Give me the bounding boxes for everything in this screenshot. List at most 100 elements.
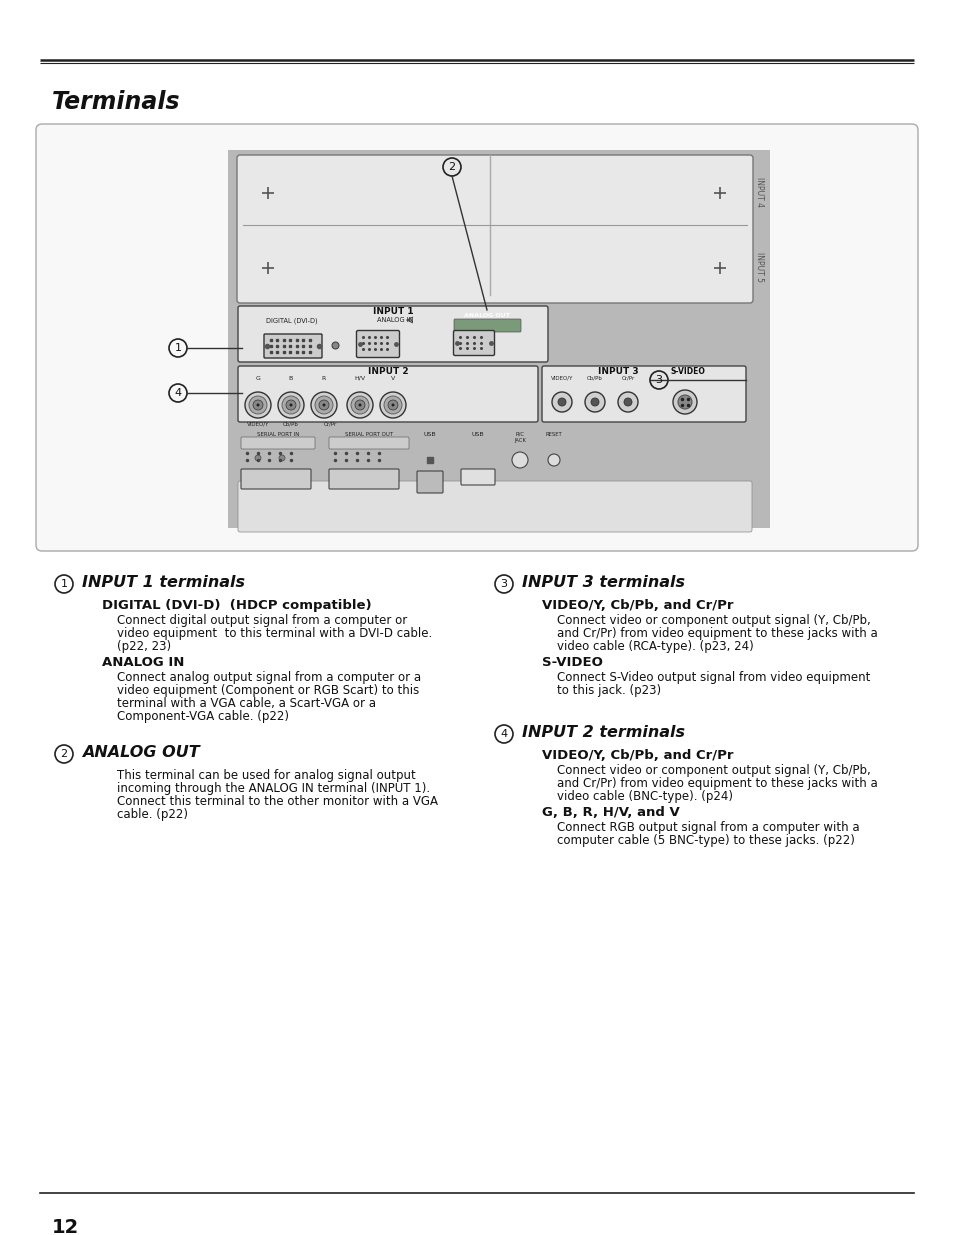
Text: SERIAL PORT IN: SERIAL PORT IN <box>256 432 299 437</box>
Text: 12: 12 <box>52 1218 79 1235</box>
FancyBboxPatch shape <box>236 156 752 303</box>
Text: G: G <box>255 375 260 382</box>
Text: video cable (RCA-type). (p23, 24): video cable (RCA-type). (p23, 24) <box>557 640 753 653</box>
Text: 2: 2 <box>448 162 456 172</box>
Circle shape <box>512 452 527 468</box>
Text: to this jack. (p23): to this jack. (p23) <box>557 684 660 697</box>
Text: ANALOG OUT: ANALOG OUT <box>82 745 199 760</box>
Text: INPUT 3 terminals: INPUT 3 terminals <box>521 576 684 590</box>
Circle shape <box>384 396 401 414</box>
Text: 4: 4 <box>500 729 507 739</box>
Circle shape <box>249 396 267 414</box>
Text: INPUT 1 terminals: INPUT 1 terminals <box>82 576 245 590</box>
Text: Connect S-Video output signal from video equipment: Connect S-Video output signal from video… <box>557 671 869 684</box>
FancyBboxPatch shape <box>237 480 751 532</box>
FancyBboxPatch shape <box>329 437 409 450</box>
Text: Terminals: Terminals <box>52 90 180 114</box>
Text: VIDEO/Y, Cb/Pb, and Cr/Pr: VIDEO/Y, Cb/Pb, and Cr/Pr <box>541 599 733 613</box>
Text: Cb/Pb: Cb/Pb <box>586 375 602 382</box>
Text: VIDEO/Y, Cb/Pb, and Cr/Pr: VIDEO/Y, Cb/Pb, and Cr/Pr <box>541 748 733 762</box>
Text: 3: 3 <box>655 375 661 385</box>
Circle shape <box>253 400 263 410</box>
Circle shape <box>311 391 336 417</box>
Circle shape <box>286 400 295 410</box>
Text: video cable (BNC-type). (p24): video cable (BNC-type). (p24) <box>557 790 732 803</box>
Text: Connect this terminal to the other monitor with a VGA: Connect this terminal to the other monit… <box>117 795 437 808</box>
Circle shape <box>358 404 361 406</box>
Text: G, B, R, H/V, and V: G, B, R, H/V, and V <box>541 806 679 819</box>
Text: DIGITAL (DVI-D)  (HDCP compatible): DIGITAL (DVI-D) (HDCP compatible) <box>102 599 372 613</box>
FancyBboxPatch shape <box>356 331 399 357</box>
Text: cable. (p22): cable. (p22) <box>117 808 188 821</box>
Text: B: B <box>289 375 293 382</box>
Text: Connect RGB output signal from a computer with a: Connect RGB output signal from a compute… <box>557 821 859 834</box>
Circle shape <box>558 398 565 406</box>
Text: terminal with a VGA cable, a Scart-VGA or a: terminal with a VGA cable, a Scart-VGA o… <box>117 697 375 710</box>
Text: ANALOG OUT: ANALOG OUT <box>463 312 510 317</box>
Text: 2: 2 <box>60 748 68 760</box>
Circle shape <box>277 391 304 417</box>
Text: VIDEO/Y: VIDEO/Y <box>247 421 269 426</box>
Circle shape <box>388 400 397 410</box>
Circle shape <box>379 391 406 417</box>
Circle shape <box>623 398 631 406</box>
Circle shape <box>245 391 271 417</box>
Circle shape <box>590 398 598 406</box>
Text: video equipment (Component or RGB Scart) to this: video equipment (Component or RGB Scart)… <box>117 684 418 697</box>
Text: USB: USB <box>423 432 436 437</box>
FancyBboxPatch shape <box>36 124 917 551</box>
Text: H/V: H/V <box>355 375 365 382</box>
Text: VIDEO/Y: VIDEO/Y <box>550 375 573 382</box>
Circle shape <box>282 396 299 414</box>
Text: R/C
JACK: R/C JACK <box>514 432 525 443</box>
Text: and Cr/Pr) from video equipment to these jacks with a: and Cr/Pr) from video equipment to these… <box>557 627 877 640</box>
Text: V: V <box>391 375 395 382</box>
Text: Connect digital output signal from a computer or: Connect digital output signal from a com… <box>117 614 407 627</box>
Text: incoming through the ANALOG IN terminal (INPUT 1).: incoming through the ANALOG IN terminal … <box>117 782 430 795</box>
Text: Connect video or component output signal (Y, Cb/Pb,: Connect video or component output signal… <box>557 764 870 777</box>
FancyBboxPatch shape <box>237 366 537 422</box>
Circle shape <box>278 454 285 461</box>
Circle shape <box>672 390 697 414</box>
Text: INPUT 4: INPUT 4 <box>754 177 763 207</box>
Circle shape <box>289 404 293 406</box>
Circle shape <box>584 391 604 412</box>
Text: RESET: RESET <box>545 432 561 437</box>
Circle shape <box>355 400 365 410</box>
Text: DIGITAL (DVI-D): DIGITAL (DVI-D) <box>266 317 317 324</box>
Text: INPUT 3: INPUT 3 <box>598 367 638 375</box>
Text: R: R <box>321 375 326 382</box>
Text: 3: 3 <box>500 579 507 589</box>
Circle shape <box>391 404 395 406</box>
Text: INPUT 1: INPUT 1 <box>373 308 413 316</box>
FancyBboxPatch shape <box>541 366 745 422</box>
Circle shape <box>351 396 369 414</box>
Text: Cb/Pb: Cb/Pb <box>283 421 298 426</box>
FancyBboxPatch shape <box>460 469 495 485</box>
Text: USB: USB <box>471 432 484 437</box>
Text: SERIAL PORT OUT: SERIAL PORT OUT <box>345 432 393 437</box>
Text: This terminal can be used for analog signal output: This terminal can be used for analog sig… <box>117 769 416 782</box>
FancyBboxPatch shape <box>264 333 322 358</box>
FancyBboxPatch shape <box>416 471 442 493</box>
Circle shape <box>547 454 559 466</box>
FancyBboxPatch shape <box>237 306 547 362</box>
Circle shape <box>618 391 638 412</box>
Text: Cr/Pr: Cr/Pr <box>323 421 336 426</box>
FancyBboxPatch shape <box>241 469 311 489</box>
Text: and Cr/Pr) from video equipment to these jacks with a: and Cr/Pr) from video equipment to these… <box>557 777 877 790</box>
FancyBboxPatch shape <box>453 331 494 356</box>
Text: 1: 1 <box>60 579 68 589</box>
Circle shape <box>678 395 691 409</box>
FancyBboxPatch shape <box>241 437 314 450</box>
Text: ANALOG IN: ANALOG IN <box>102 656 184 669</box>
Text: video equipment  to this terminal with a DVI-D cable.: video equipment to this terminal with a … <box>117 627 432 640</box>
Circle shape <box>322 404 325 406</box>
Text: 1: 1 <box>174 343 181 353</box>
Text: computer cable (5 BNC-type) to these jacks. (p22): computer cable (5 BNC-type) to these jac… <box>557 834 854 847</box>
FancyBboxPatch shape <box>454 319 520 332</box>
FancyBboxPatch shape <box>329 469 398 489</box>
Text: INPUT 2: INPUT 2 <box>367 367 408 375</box>
Text: INPUT 5: INPUT 5 <box>754 252 763 282</box>
Text: ANALOG IN: ANALOG IN <box>376 317 413 324</box>
